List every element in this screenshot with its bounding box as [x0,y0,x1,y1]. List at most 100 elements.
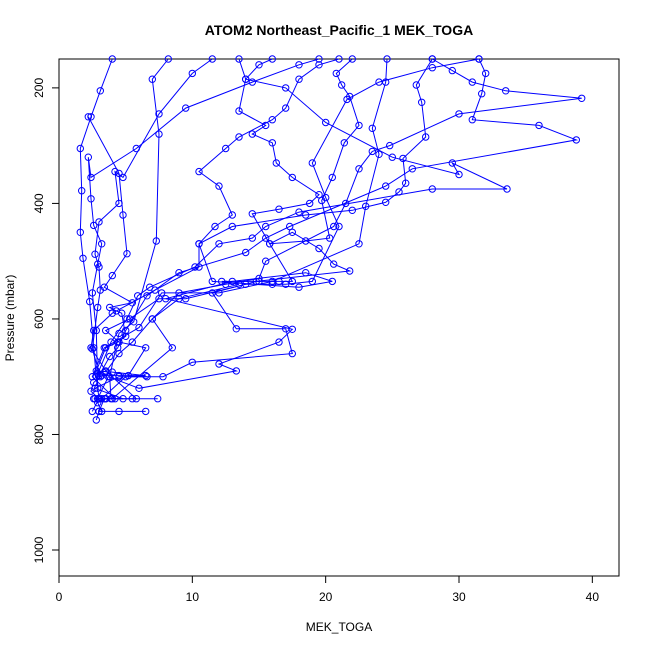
data-point [228,211,237,219]
data-point [248,78,257,86]
data-point [95,371,103,380]
data-point [195,167,203,176]
data-point [90,395,98,403]
data-point [455,170,463,179]
data-point [422,133,430,141]
data-point [382,198,390,207]
data-point [108,309,117,317]
data-point [76,144,85,153]
data-point [348,206,356,215]
data-point [115,169,123,178]
series-10 [84,55,323,392]
data-point [342,199,350,208]
series-line [99,58,169,400]
data-point [142,344,150,352]
data-point [95,395,103,403]
data-point [282,84,290,92]
plot-frame [58,58,620,577]
data-point [102,326,110,335]
y-tick-label: 200 [32,78,46,98]
data-point [100,344,109,352]
series-12 [95,55,580,380]
data-point [572,136,580,144]
data-point [215,182,223,190]
data-point [108,271,117,280]
data-point [168,344,177,352]
data-point [315,55,323,63]
data-point [302,211,310,219]
data-point [308,277,316,286]
data-point [88,345,97,353]
data-point [142,371,150,380]
data-point [248,210,257,218]
data-point [248,234,257,242]
series-7 [87,55,343,403]
data-point [302,237,310,245]
data-point [78,187,86,195]
data-point [408,165,416,173]
series-layer [76,55,586,424]
data-point [475,55,483,63]
data-point [215,289,223,297]
data-point [268,277,276,286]
data-point [288,349,296,358]
data-point [215,360,223,368]
data-point [315,191,323,199]
data-point [91,250,99,258]
series-line [98,58,579,376]
data-point [232,367,241,375]
data-point [235,107,243,115]
y-tick-label: 600 [32,309,46,329]
data-point [482,69,490,78]
data-point [188,358,197,366]
data-point [383,55,391,63]
data-point [115,199,123,208]
x-tick-label: 20 [319,590,333,604]
data-point [155,295,163,303]
data-point [468,116,476,124]
data-point [135,323,143,332]
data-point [375,150,383,159]
data-point [215,240,223,248]
data-point [134,292,142,300]
data-point [428,64,436,72]
data-point [222,280,230,288]
data-point [87,344,95,352]
series-line [97,58,508,374]
data-point [123,250,131,258]
data-point [322,193,330,202]
data-point [382,182,390,190]
series-line [97,58,433,399]
data-point [107,338,115,346]
data-point [115,373,123,381]
data-point [262,121,270,130]
data-point [355,165,363,173]
data-point [146,283,154,291]
data-point [94,303,102,312]
data-point [322,118,330,127]
x-axis: 0 10 20 30 40 [56,575,599,604]
data-point [115,407,123,416]
data-point [235,133,243,141]
series-4 [94,55,436,403]
data-point [158,289,166,297]
data-point [111,167,119,176]
data-point [132,395,141,403]
data-point [108,55,117,63]
data-point [228,222,237,231]
data-point [295,61,303,69]
data-point [222,144,230,153]
data-point [288,277,296,286]
data-point [148,315,157,323]
data-point [87,113,95,121]
data-point [135,384,143,392]
data-point [340,139,348,147]
data-point [268,139,276,147]
data-point [282,104,290,112]
data-point [328,173,336,182]
data-point [428,55,436,63]
data-point [148,75,157,83]
data-point [111,395,119,403]
data-point [295,75,303,83]
data-point [94,384,102,392]
